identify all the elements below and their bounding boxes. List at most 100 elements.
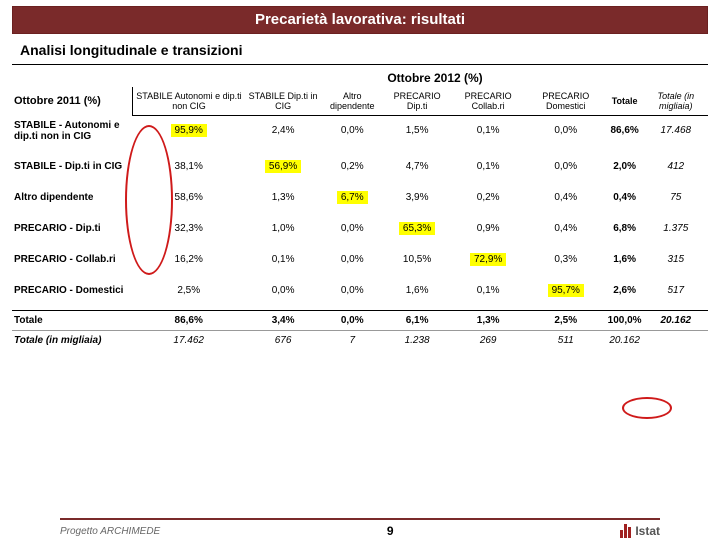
col-h-4: PRECARIO Collab.ri xyxy=(450,87,525,116)
cell: 0,1% xyxy=(245,249,320,270)
cell: 3,9% xyxy=(384,187,451,208)
cell: 0,3% xyxy=(526,249,606,270)
column-group-label: Ottobre 2012 (%) xyxy=(0,71,720,85)
cell: 269 xyxy=(450,331,525,351)
highlight-cell: 95,9% xyxy=(171,124,207,137)
cell: 2,6% xyxy=(606,280,644,301)
cell: 6,8% xyxy=(606,218,644,239)
cell: 0,0% xyxy=(526,116,606,146)
highlight-cell: 95,7% xyxy=(548,284,584,297)
cell: 511 xyxy=(526,331,606,351)
cell: 95,9% xyxy=(132,116,245,146)
cell: 6,1% xyxy=(384,311,451,331)
cell: 517 xyxy=(644,280,708,301)
row-label: PRECARIO - Domestici xyxy=(12,280,132,301)
cell: 1,6% xyxy=(606,249,644,270)
cell: 0,0% xyxy=(321,218,384,239)
header-row: Ottobre 2011 (%) STABILE Autonomi e dip.… xyxy=(12,87,708,116)
cell: 3,4% xyxy=(245,311,320,331)
footer: Progetto ARCHIMEDE 9 Istat xyxy=(60,518,660,538)
logo-bars-icon xyxy=(620,524,631,538)
row-group-label: Ottobre 2011 (%) xyxy=(12,87,132,116)
cell: 0,0% xyxy=(321,249,384,270)
cell: 56,9% xyxy=(245,156,320,177)
row-label: PRECARIO - Collab.ri xyxy=(12,249,132,270)
col-h-7: Totale (in migliaia) xyxy=(644,87,708,116)
cell: 0,1% xyxy=(450,156,525,177)
cell: 1.375 xyxy=(644,218,708,239)
oval-2 xyxy=(622,397,672,419)
cell: 86,6% xyxy=(606,116,644,146)
table-row: STABILE - Dip.ti in CIG38,1% 56,9% 0,2%4,7… xyxy=(12,156,708,177)
cell: 2,5% xyxy=(132,280,245,301)
cell: 4,7% xyxy=(384,156,451,177)
cell: 1.238 xyxy=(384,331,451,351)
cell: 32,3% xyxy=(132,218,245,239)
row-label: Totale (in migliaia) xyxy=(12,331,132,351)
cell: 17.462 xyxy=(132,331,245,351)
total-abs-row: Totale (in migliaia)17.46267671.23826951… xyxy=(12,331,708,351)
cell: 0,4% xyxy=(526,218,606,239)
col-h-1: STABILE Dip.ti in CIG xyxy=(245,87,320,116)
col-h-2: Altro dipendente xyxy=(321,87,384,116)
cell: 20.162 xyxy=(606,331,644,351)
highlight-cell: 65,3% xyxy=(399,222,435,235)
cell: 0,0% xyxy=(526,156,606,177)
col-h-3: PRECARIO Dip.ti xyxy=(384,87,451,116)
highlight-cell: 56,9% xyxy=(265,160,301,173)
highlight-cell: 6,7% xyxy=(337,191,368,204)
slide-title-bar: Precarietà lavorativa: risultati xyxy=(12,6,708,34)
cell: 1,3% xyxy=(245,187,320,208)
total-row: Totale86,6%3,4%0,0%6,1%1,3%2,5%100,0%20.… xyxy=(12,311,708,331)
row-label: PRECARIO - Dip.ti xyxy=(12,218,132,239)
col-h-5: PRECARIO Domestici xyxy=(526,87,606,116)
cell: 10,5% xyxy=(384,249,451,270)
cell: 0,0% xyxy=(321,280,384,301)
footer-page: 9 xyxy=(387,524,394,538)
transition-matrix: Ottobre 2011 (%) STABILE Autonomi e dip.… xyxy=(12,87,708,350)
cell: 75 xyxy=(644,187,708,208)
cell: 0,1% xyxy=(450,116,525,146)
cell: 95,7% xyxy=(526,280,606,301)
cell: 65,3% xyxy=(384,218,451,239)
table-row: Altro dipendente58,6%1,3%6,7%3,9%0,2%0,4… xyxy=(12,187,708,208)
subtitle-divider xyxy=(12,64,708,65)
cell: 2,4% xyxy=(245,116,320,146)
cell: 2,5% xyxy=(526,311,606,331)
cell xyxy=(644,331,708,351)
cell: 1,6% xyxy=(384,280,451,301)
footer-project: Progetto ARCHIMEDE xyxy=(60,526,160,537)
cell: 315 xyxy=(644,249,708,270)
cell: 0,2% xyxy=(321,156,384,177)
cell: 0,0% xyxy=(321,116,384,146)
cell: 1,5% xyxy=(384,116,451,146)
cell: 0,9% xyxy=(450,218,525,239)
cell: 676 xyxy=(245,331,320,351)
cell: 0,2% xyxy=(450,187,525,208)
cell: 0,0% xyxy=(245,280,320,301)
cell: 72,9% xyxy=(450,249,525,270)
table-row: PRECARIO - Collab.ri16,2%0,1%0,0%10,5%72… xyxy=(12,249,708,270)
cell: 38,1% xyxy=(132,156,245,177)
cell: 0,4% xyxy=(606,187,644,208)
cell: 86,6% xyxy=(132,311,245,331)
cell: 17.468 xyxy=(644,116,708,146)
row-label: STABILE - Dip.ti in CIG xyxy=(12,156,132,177)
table-row: STABILE - Autonomi e dip.ti non in CIG 95… xyxy=(12,116,708,146)
table-row: PRECARIO - Domestici2,5%0,0%0,0%1,6%0,1%… xyxy=(12,280,708,301)
table-row: PRECARIO - Dip.ti32,3%1,0%0,0%65,3%0,9%0… xyxy=(12,218,708,239)
row-label: STABILE - Autonomi e dip.ti non in CIG xyxy=(12,116,132,146)
slide-subtitle: Analisi longitudinale e transizioni xyxy=(20,42,700,58)
highlight-cell: 72,9% xyxy=(470,253,506,266)
cell: 0,1% xyxy=(450,280,525,301)
cell: 1,3% xyxy=(450,311,525,331)
cell: 58,6% xyxy=(132,187,245,208)
logo-text: Istat xyxy=(635,524,660,538)
slide-title: Precarietà lavorativa: risultati xyxy=(255,11,465,28)
col-h-6: Totale xyxy=(606,87,644,116)
footer-logo: Istat xyxy=(620,524,660,538)
cell: 0,4% xyxy=(526,187,606,208)
row-label: Totale xyxy=(12,311,132,331)
col-h-0: STABILE Autonomi e dip.ti non CIG xyxy=(132,87,245,116)
cell: 7 xyxy=(321,331,384,351)
